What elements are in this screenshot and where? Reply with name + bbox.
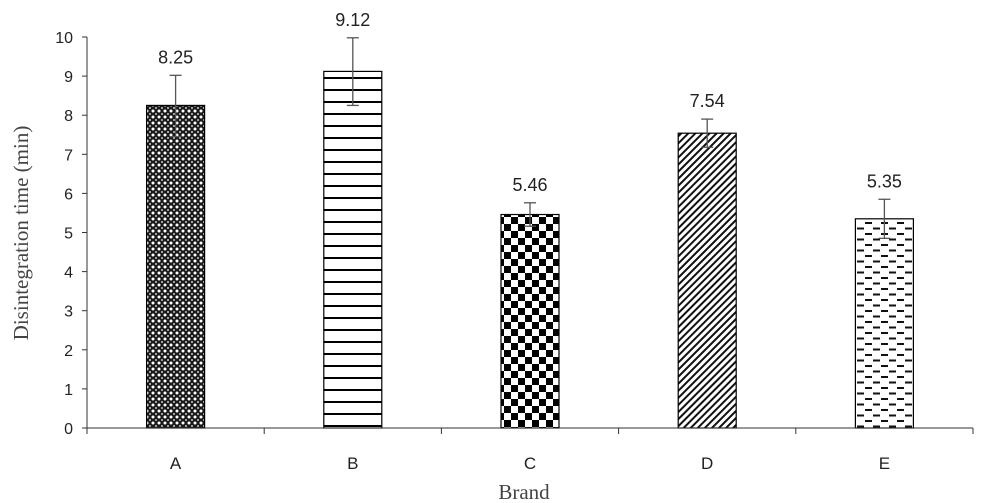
bar-d [677,132,737,429]
x-tick-label: A [170,454,182,473]
data-label: 9.12 [335,10,370,30]
y-tick-label: 1 [64,382,73,399]
y-axis-title: Disintegration time (min) [9,126,33,341]
y-tick-label: 2 [64,343,73,360]
error-bars [169,37,891,240]
data-label: 7.54 [690,91,725,111]
y-tick-label: 6 [64,186,73,203]
x-tick-label: B [347,454,358,473]
x-axis-ticks: A B C D E [86,428,974,473]
x-axis-title: Brand [498,480,550,503]
y-tick-label: 9 [64,69,73,86]
x-tick-label: C [524,454,536,473]
y-tick-label: 5 [64,226,73,243]
bar-b [323,70,383,429]
y-tick-label: 7 [64,147,73,164]
y-tick-label: 8 [64,108,73,125]
x-tick-label: E [879,454,890,473]
data-label: 5.46 [512,175,547,195]
y-tick-label: 0 [64,421,73,438]
data-label: 8.25 [158,47,193,67]
x-tick-label: D [701,454,713,473]
y-tick-label: 4 [64,265,73,282]
data-label: 5.35 [867,171,902,191]
bar-a [146,104,206,429]
data-labels: 8.25 9.12 5.46 7.54 5.35 [158,10,902,195]
axes [86,37,973,429]
bar-c [500,213,560,429]
y-tick-label: 3 [64,304,73,321]
bar-e [854,218,915,429]
y-tick-label: 10 [55,30,73,47]
y-axis-ticks: 0 1 2 3 4 5 6 7 8 9 10 [55,30,87,438]
bars [146,70,915,429]
